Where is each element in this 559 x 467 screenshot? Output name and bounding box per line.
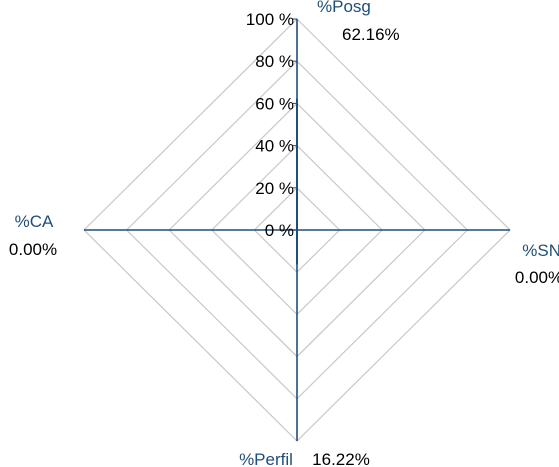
label-layer: 0 % 20 % 40 % 60 % 80 % 100 % %Posg 62.16% %SNI 0… bbox=[9, 0, 559, 467]
data-label-ca: 0.00% bbox=[9, 240, 57, 259]
data-label-sni: 0.00% bbox=[515, 268, 559, 287]
tick-label-60: 60 % bbox=[255, 94, 294, 113]
tick-label-0: 0 % bbox=[265, 221, 294, 240]
data-label-perfil: 16.22% bbox=[312, 450, 370, 467]
axis-label-posg: %Posg bbox=[317, 0, 371, 16]
data-label-posg: 62.16% bbox=[342, 25, 400, 44]
tick-label-100: 100 % bbox=[246, 10, 294, 29]
tick-label-80: 80 % bbox=[255, 52, 294, 71]
tick-label-40: 40 % bbox=[255, 137, 294, 156]
tick-label-20: 20 % bbox=[255, 179, 294, 198]
axis-label-sni: %SNI bbox=[522, 241, 559, 260]
axis-label-ca: %CA bbox=[15, 212, 54, 231]
axis-label-perfil: %Perfil bbox=[239, 450, 293, 467]
